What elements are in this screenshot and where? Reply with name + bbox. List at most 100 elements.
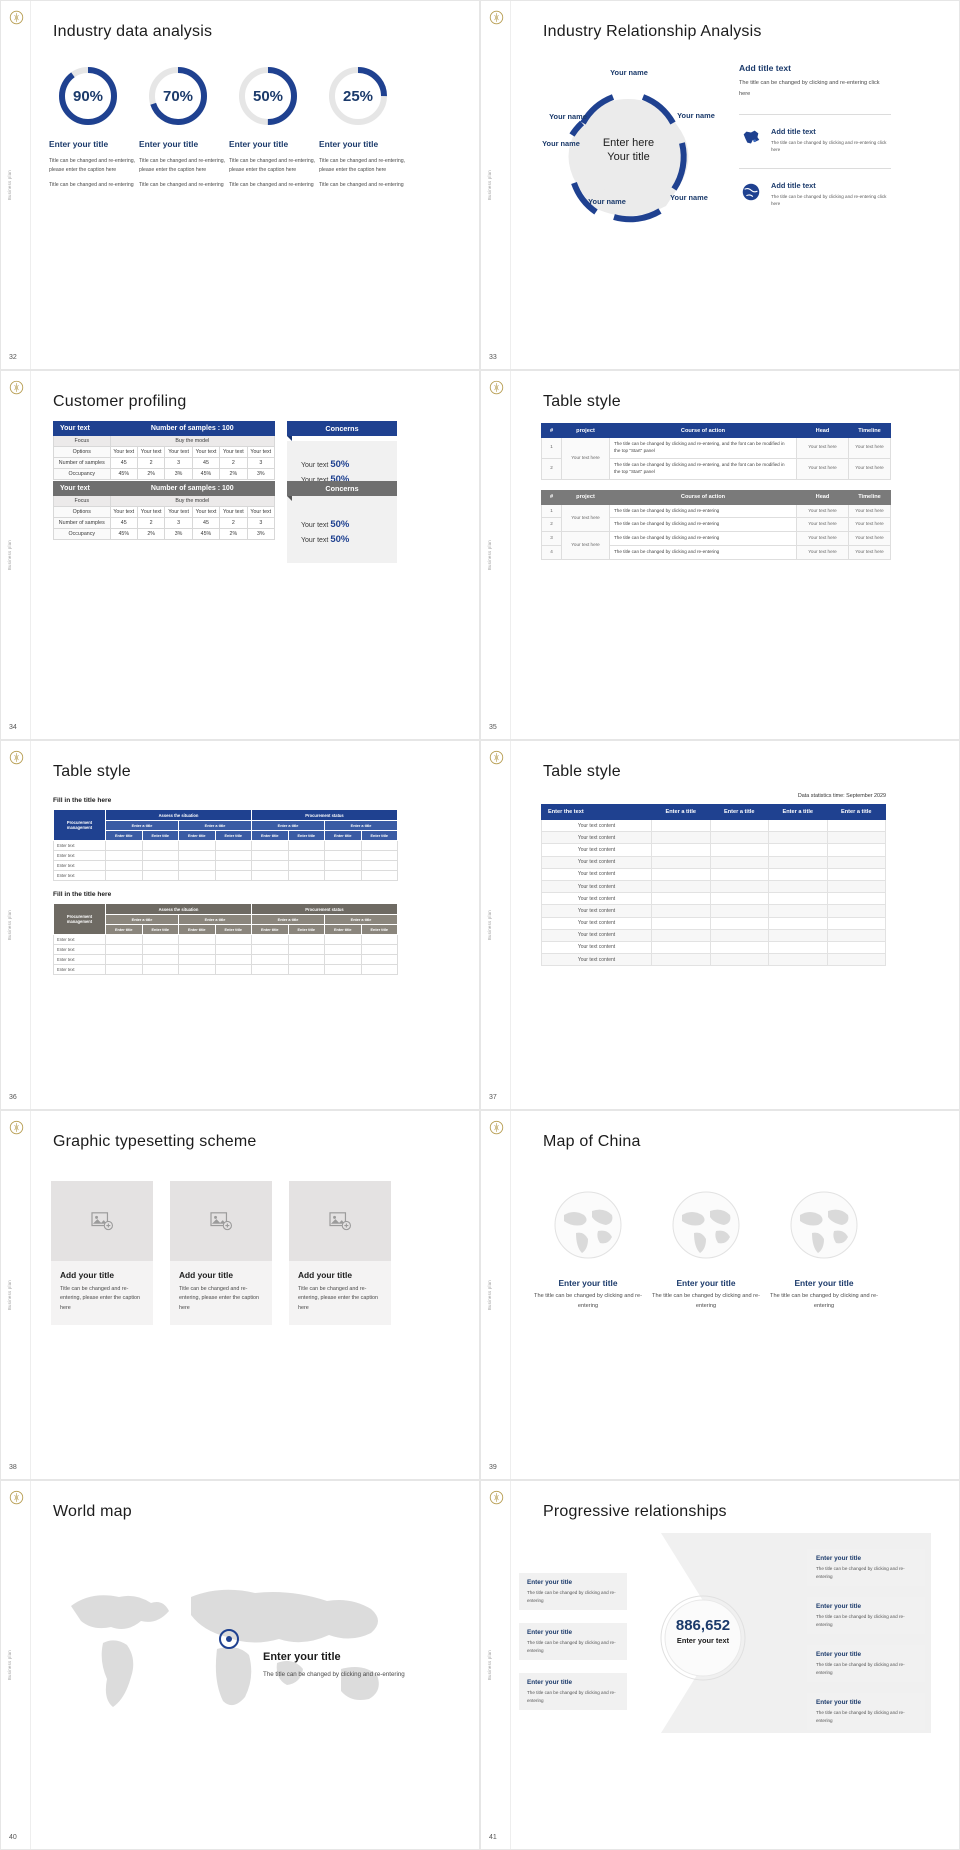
table-cell[interactable] [141, 850, 179, 861]
table-cell[interactable] [651, 940, 711, 955]
table-cell[interactable] [651, 928, 711, 942]
table-cell[interactable] [141, 860, 179, 871]
table-cell[interactable] [651, 892, 711, 906]
slide-39[interactable]: Business plan 39 Map of China Enter your… [480, 1110, 960, 1480]
table-cell[interactable] [709, 928, 769, 942]
table-cell[interactable] [651, 843, 711, 857]
table-cell[interactable] [768, 831, 828, 845]
table-cell[interactable] [178, 964, 216, 975]
table-cell[interactable] [105, 944, 143, 955]
globe-item[interactable]: Enter your title The title can be changed… [769, 1185, 879, 1312]
progressive-right-item[interactable]: Enter your title The title can be changed… [807, 1693, 925, 1731]
table-cell[interactable] [214, 954, 252, 965]
table-cell[interactable] [105, 934, 143, 945]
table-cell[interactable] [709, 879, 769, 894]
action-table[interactable]: # project Course of action Head Timeline 1 You… [541, 489, 891, 561]
table-cell[interactable] [287, 934, 325, 945]
concerns-panel[interactable]: Concerns Your text 50% Your text 50% [287, 481, 397, 563]
table-cell[interactable] [768, 855, 828, 869]
slide-37[interactable]: Business plan 37 Table style Data statis… [480, 740, 960, 1110]
table-cell[interactable] [141, 870, 179, 881]
cycle-node-top[interactable]: Your name [610, 68, 648, 77]
table-cell[interactable] [141, 964, 179, 975]
table-cell[interactable] [768, 879, 828, 894]
table-cell[interactable] [360, 954, 398, 965]
table-cell[interactable] [251, 860, 289, 871]
table-cell[interactable] [251, 850, 289, 861]
table-cell[interactable] [324, 954, 362, 965]
table-cell[interactable] [178, 954, 216, 965]
row-label[interactable]: Enter text [53, 840, 106, 851]
slide-38[interactable]: Business plan 38 Graphic typesetting sch… [0, 1110, 480, 1480]
table-cell[interactable] [360, 934, 398, 945]
table-cell[interactable] [826, 940, 886, 955]
table-cell[interactable] [251, 954, 289, 965]
table-cell[interactable] [178, 860, 216, 871]
row-label[interactable]: Enter text [53, 934, 106, 945]
right-list-item[interactable]: Add title text The title can be changed … [739, 113, 891, 154]
row-label[interactable]: Enter text [53, 870, 106, 881]
customer-table[interactable]: Your text Number of samples : 100 Focus Buy… [53, 421, 276, 480]
table-cell[interactable] [360, 840, 398, 851]
customer-table[interactable]: Your text Number of samples : 100 Focus Buy… [53, 481, 276, 540]
row-label[interactable]: Enter text [53, 860, 106, 871]
donut-item[interactable]: 25% Enter your title Title can be changed … [319, 63, 409, 190]
table-cell[interactable] [178, 934, 216, 945]
donut-item[interactable]: 70% Enter your title Title can be changed … [139, 63, 229, 190]
table-cell[interactable] [141, 954, 179, 965]
progressive-left-item[interactable]: Enter your title The title can be changed… [519, 1573, 627, 1611]
table-cell[interactable] [105, 840, 143, 851]
progressive-right-item[interactable]: Enter your title The title can be changed… [807, 1549, 925, 1587]
table-cell[interactable] [214, 840, 252, 851]
table-cell[interactable] [709, 940, 769, 955]
graphic-card[interactable]: Add your title Title can be changed and r… [51, 1181, 153, 1326]
table-cell[interactable] [826, 843, 886, 857]
table-cell[interactable] [105, 954, 143, 965]
progressive-left-item[interactable]: Enter your title The title can be changed… [519, 1673, 627, 1711]
table-cell[interactable] [768, 892, 828, 906]
table-cell[interactable] [287, 944, 325, 955]
slide-35[interactable]: Business plan 35 Table style # project Cou… [480, 370, 960, 740]
table-cell[interactable] [826, 855, 886, 869]
table-cell[interactable] [324, 964, 362, 975]
content-table[interactable]: Enter the text Enter a title Enter a title… [541, 804, 886, 967]
table-cell[interactable] [768, 916, 828, 930]
table-cell[interactable] [651, 953, 711, 967]
table-cell[interactable] [651, 904, 711, 918]
table-cell[interactable] [214, 850, 252, 861]
table-cell[interactable] [826, 867, 886, 881]
table-cell[interactable] [768, 928, 828, 942]
table-cell[interactable] [651, 879, 711, 894]
table-cell[interactable] [105, 850, 143, 861]
table-cell[interactable] [105, 870, 143, 881]
progressive-right-item[interactable]: Enter your title The title can be changed… [807, 1597, 925, 1635]
table-cell[interactable] [709, 867, 769, 881]
table-cell[interactable] [214, 870, 252, 881]
table-cell[interactable] [324, 944, 362, 955]
table-cell[interactable] [826, 953, 886, 967]
table-cell[interactable] [214, 964, 252, 975]
progressive-left-item[interactable]: Enter your title The title can be changed… [519, 1623, 627, 1661]
table-cell[interactable] [287, 954, 325, 965]
table-cell[interactable] [251, 964, 289, 975]
table-cell[interactable] [360, 860, 398, 871]
slide-36[interactable]: Business plan 36 Table style Fill in the… [0, 740, 480, 1110]
table-cell[interactable] [360, 870, 398, 881]
table-cell[interactable] [709, 892, 769, 906]
table-cell[interactable] [178, 840, 216, 851]
table-cell[interactable] [768, 904, 828, 918]
table-cell[interactable] [324, 850, 362, 861]
table-cell[interactable] [768, 953, 828, 967]
image-placeholder[interactable] [51, 1181, 153, 1261]
globe-item[interactable]: Enter your title The title can be changed… [651, 1185, 761, 1312]
table-cell[interactable] [324, 860, 362, 871]
donut-item[interactable]: 90% Enter your title Title can be changed … [49, 63, 139, 190]
table-cell[interactable] [826, 818, 886, 833]
table-cell[interactable] [324, 870, 362, 881]
slide-40[interactable]: Business plan 40 World map Enter your ti… [0, 1480, 480, 1850]
table-cell[interactable] [826, 879, 886, 894]
table-cell[interactable] [178, 870, 216, 881]
table-cell[interactable] [251, 934, 289, 945]
table-cell[interactable] [709, 843, 769, 857]
action-table[interactable]: # project Course of action Head Timeline 1 You… [541, 423, 891, 480]
